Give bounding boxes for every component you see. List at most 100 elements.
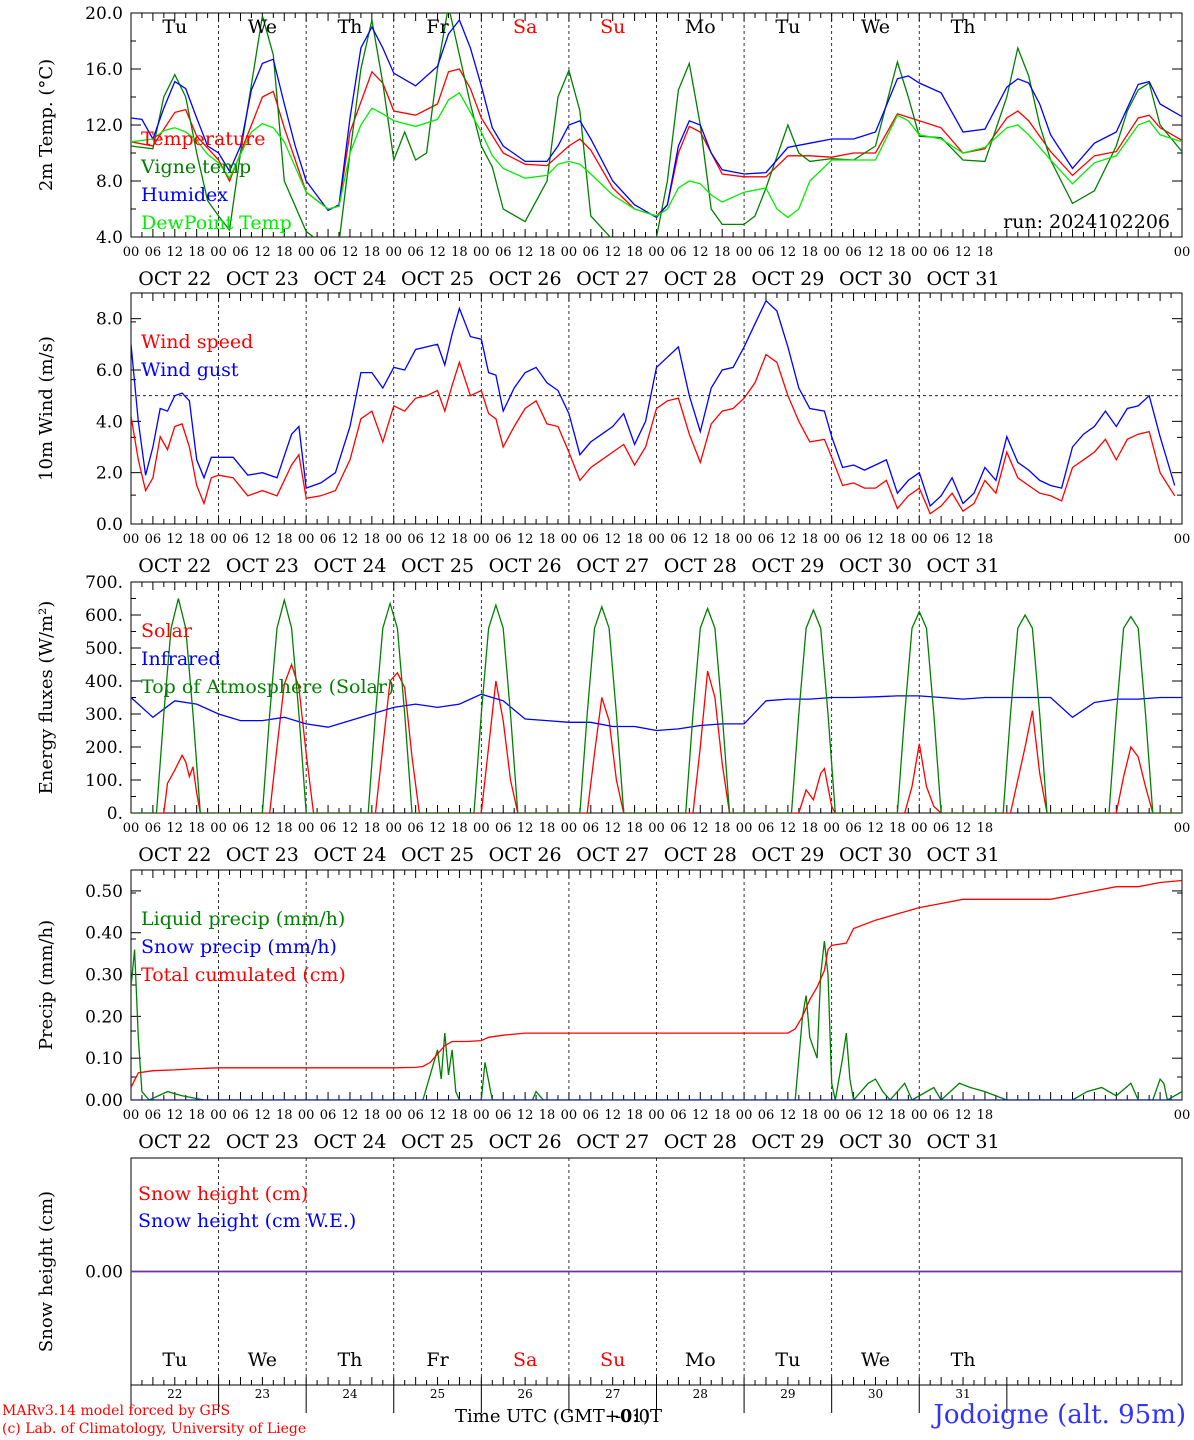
hour-tick-label: 18 [188, 1108, 205, 1123]
hour-tick-label: 06 [232, 245, 249, 260]
hour-tick-label: 18 [801, 532, 818, 547]
hour-tick-label: 12 [692, 821, 709, 836]
y-tick-label: 16.0 [85, 60, 123, 80]
hour-tick-label: 12 [342, 821, 359, 836]
date-label: OCT 23 [226, 1131, 299, 1153]
hour-tick-label: 00 [298, 1108, 315, 1123]
hour-tick-label: 00 [298, 245, 315, 260]
y-tick-label: 20.0 [85, 4, 123, 24]
date-label: OCT 22 [138, 555, 211, 577]
hour-tick-label: 12 [692, 532, 709, 547]
day-number: 25 [430, 1387, 445, 1401]
hour-tick-label: 00 [736, 532, 753, 547]
y-axis-label: Energy fluxes (W/m²) [36, 601, 57, 795]
hour-tick-label: 06 [845, 532, 862, 547]
hour-tick-label: 06 [670, 532, 687, 547]
legend-entry: Top of Atmosphere (Solar) [141, 676, 394, 698]
y-tick-label: 0. [107, 804, 123, 824]
station-name: Jodoigne (alt. 95m) [933, 1400, 1186, 1430]
hour-tick-label: 18 [889, 1108, 906, 1123]
series-line-humidex [131, 18, 1182, 219]
series-line-dewpoint-temp [131, 91, 1182, 219]
hour-tick-label: 06 [583, 532, 600, 547]
date-label: OCT 27 [576, 1131, 649, 1153]
hour-tick-label: 18 [889, 532, 906, 547]
hour-tick-label: 12 [780, 245, 797, 260]
hour-tick-label: 18 [364, 1108, 381, 1123]
hour-tick-label: 12 [517, 1108, 534, 1123]
hour-tick-label: 00 [473, 245, 490, 260]
lab-credit: (c) Lab. of Climatology, University of L… [2, 1421, 307, 1437]
legend-entry: Humidex [141, 184, 228, 206]
series-line-top-of-atmosphere-solar- [131, 597, 1182, 813]
day-name: Sa [513, 16, 537, 38]
hour-tick-label: 00 [823, 532, 840, 547]
day-number: 30 [868, 1387, 883, 1401]
day-name: Th [337, 16, 362, 38]
y-tick-label: 0.10 [85, 1049, 123, 1069]
series-group [131, 13, 1182, 237]
hour-tick-label: 06 [845, 245, 862, 260]
plot-frame [130, 12, 1183, 238]
hour-tick-label: 12 [167, 532, 184, 547]
hour-tick-label: 12 [692, 1108, 709, 1123]
hour-tick-label: 06 [320, 245, 337, 260]
hour-tick-label: 06 [320, 532, 337, 547]
hour-tick-label: 18 [801, 1108, 818, 1123]
date-label: OCT 29 [751, 1131, 824, 1153]
hour-tick-label: 12 [955, 821, 972, 836]
hour-tick-label: 06 [583, 245, 600, 260]
y-tick-label: 0.30 [85, 966, 123, 986]
hour-tick-label: 18 [539, 245, 556, 260]
date-label: OCT 24 [313, 268, 386, 290]
date-label: OCT 28 [664, 1131, 737, 1153]
hour-tick-label: 12 [254, 821, 271, 836]
hour-tick-label: 12 [780, 532, 797, 547]
hour-tick-label: 12 [342, 532, 359, 547]
panel-0: 4.0 8.0 12.0 16.0 20.0 2m Temp. (°C) Temperatu… [36, 4, 1190, 290]
legend-entry: Total cumulated (cm) [141, 964, 346, 986]
hour-tick-label: 06 [145, 1108, 162, 1123]
legend-entry: Infrared [141, 648, 221, 670]
series-line-wind-speed [131, 353, 1176, 515]
hour-tick-label: 00 [473, 1108, 490, 1123]
date-label: OCT 27 [576, 555, 649, 577]
y-axis-label: Snow height (cm) [36, 1191, 57, 1352]
y-tick-label: 0.00 [85, 1263, 123, 1283]
panel-4: 0.00 Snow height (cm) Snow height (cm) Snow… [36, 1157, 1183, 1413]
hour-tick-label: 18 [188, 245, 205, 260]
hour-tick-label: 06 [933, 821, 950, 836]
day-name: Tu [162, 16, 187, 38]
panel-2: 0. 100. 200. 300. 400. 500. 600. 700. Energy flu… [36, 573, 1190, 866]
hour-tick-label: 12 [167, 1108, 184, 1123]
date-label: OCT 24 [313, 844, 386, 866]
hour-tick-label: 00 [561, 245, 578, 260]
date-label: OCT 22 [138, 268, 211, 290]
legend-entry: Wind speed [141, 331, 253, 353]
hour-tick-label: 12 [867, 821, 884, 836]
hour-tick-label: 00 [210, 1108, 227, 1123]
date-label: OCT 30 [839, 844, 912, 866]
hour-tick-label: 18 [889, 821, 906, 836]
date-label: OCT 25 [401, 1131, 474, 1153]
day-name: Su [600, 1349, 625, 1371]
hour-tick-label: 12 [167, 245, 184, 260]
date-label: OCT 25 [401, 555, 474, 577]
hour-tick-label: 00 [123, 532, 140, 547]
day-name: Tu [775, 16, 800, 38]
day-number: 28 [693, 1387, 708, 1401]
day-name: We [861, 16, 890, 38]
y-tick-label: 400. [85, 672, 123, 692]
y-tick-label: 8.0 [96, 172, 123, 192]
legend-entry: DewPoint Temp [141, 212, 292, 234]
hour-tick-label: 12 [692, 245, 709, 260]
day-name: Tu [162, 1349, 187, 1371]
hour-tick-label: 00 [473, 821, 490, 836]
hour-tick-label: 12 [604, 532, 621, 547]
hour-tick-label: 00 [648, 1108, 665, 1123]
hour-tick-label: 18 [364, 532, 381, 547]
y-tick-label: 200. [85, 738, 123, 758]
hour-tick-label: 18 [539, 1108, 556, 1123]
date-label: OCT 26 [489, 268, 562, 290]
hour-tick-label: 12 [517, 245, 534, 260]
